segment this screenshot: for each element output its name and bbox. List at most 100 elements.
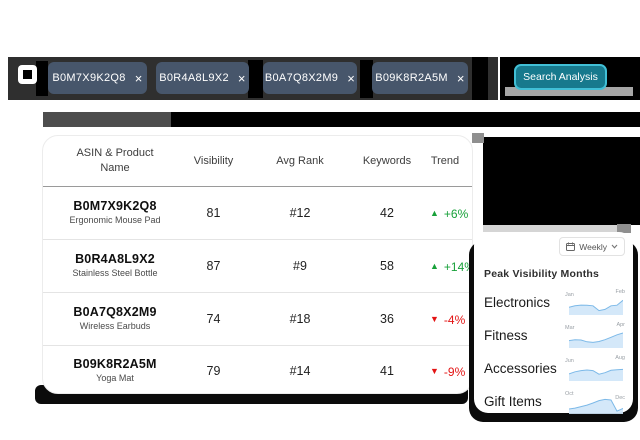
col-trend: Trend	[430, 154, 460, 167]
table-row: B0A7Q8X2M9 Wireless Earbuds 74 #18 36 ▼ …	[43, 293, 472, 346]
sparkline-chart: Oct Dec	[565, 388, 625, 415]
search-panel: Search Analysis	[500, 57, 640, 100]
sparkline-peak-month: Dec	[615, 395, 625, 401]
period-selector-row: Weekly	[484, 237, 625, 259]
asin-code: B0A7Q8X2M9	[73, 305, 157, 320]
category-label: Fitness	[484, 328, 528, 343]
sparkline-chart: Jun Aug	[565, 355, 625, 382]
asin-product-cell: B0M7X9K2Q8 Ergonomic Mouse Pad	[53, 199, 160, 227]
table-row: B09K8R2A5M Yoga Mat 79 #14 41 ▼ -9%	[43, 346, 472, 393]
close-icon[interactable]: ×	[134, 70, 143, 86]
trend-icon: ▼	[430, 314, 439, 325]
trend-cell: ▼ -4%	[430, 311, 472, 327]
close-icon[interactable]: ×	[456, 70, 465, 86]
section-strip-gray	[43, 112, 171, 127]
category-label: Accessories	[484, 361, 557, 376]
sparkline-peak-month: Feb	[615, 289, 625, 295]
category-row: Accessories Jun Aug	[484, 352, 625, 385]
asin-product-cell: B0R4A8L9X2 Stainless Steel Bottle	[56, 252, 157, 280]
trend-value: +14%	[443, 259, 473, 274]
visibility-value: 81	[206, 206, 221, 220]
calendar-icon	[566, 242, 576, 251]
trend-badge: ▲ +6%	[430, 207, 468, 221]
trend-badge: ▼ -4%	[430, 313, 465, 327]
sparkline-start-month: Jun	[565, 358, 574, 364]
logo-square-icon	[23, 70, 32, 79]
visibility-value: 79	[206, 364, 221, 378]
product-name: Stainless Steel Bottle	[72, 268, 158, 279]
backdrop-panel	[483, 137, 640, 225]
trend-cell: ▼ -9%	[430, 363, 472, 379]
trend-cell: ▲ +14%	[430, 258, 473, 274]
asin-product-cell: B09K8R2A5M Yoga Mat	[57, 357, 156, 385]
category-list: Electronics Jan Feb Fitness Mar Apr	[484, 286, 625, 418]
product-name: Wireless Earbuds	[79, 321, 151, 332]
asin-chip-label: B09K8R2A5M	[375, 72, 448, 84]
backdrop-corner-marker	[472, 133, 484, 143]
asin-chip-label: B0R4A8L9X2	[159, 72, 229, 84]
product-name: Ergonomic Mouse Pad	[69, 215, 161, 226]
visibility-value: 74	[206, 312, 221, 326]
logo-backdrop	[36, 61, 48, 96]
button-shadow	[505, 87, 633, 96]
keywords-value: 58	[380, 259, 394, 273]
backdrop-panel-shadow	[483, 225, 629, 232]
bar-end-divider	[472, 57, 488, 100]
backdrop-shadow-cap	[617, 224, 631, 233]
trend-cell: ▲ +6%	[430, 205, 472, 221]
sparkline-start-month: Jan	[565, 292, 574, 298]
avg-rank-value: #14	[289, 364, 311, 378]
sparkline-start-month: Oct	[565, 391, 574, 397]
asin-chip[interactable]: B09K8R2A5M ×	[372, 62, 468, 94]
category-row: Electronics Jan Feb	[484, 286, 625, 319]
avg-rank-value: #18	[289, 312, 311, 326]
table-row: B0R4A8L9X2 Stainless Steel Bottle 87 #9 …	[43, 240, 472, 293]
product-name: Yoga Mat	[96, 373, 134, 384]
asin-chip[interactable]: B0R4A8L9X2 ×	[156, 62, 249, 94]
asin-chip[interactable]: B0A7Q8X2M9 ×	[263, 62, 357, 94]
asin-chip[interactable]: B0M7X9K2Q8 ×	[48, 62, 147, 94]
asin-chip-label: B0M7X9K2Q8	[52, 72, 126, 84]
sparkline-chart: Jan Feb	[565, 289, 625, 316]
visibility-value: 87	[206, 259, 221, 273]
sparkline-start-month: Mar	[565, 325, 575, 331]
section-strip-black	[171, 112, 640, 127]
table-row: B0M7X9K2Q8 Ergonomic Mouse Pad 81 #12 42…	[43, 187, 472, 240]
asin-chip-list: B0M7X9K2Q8 × B0R4A8L9X2 × B0A7Q8X2M9 × B…	[8, 57, 498, 100]
period-dropdown[interactable]: Weekly	[559, 237, 625, 256]
search-analysis-button[interactable]: Search Analysis	[514, 64, 607, 90]
col-avg-rank: Avg Rank	[276, 154, 324, 167]
asin-chip-bar: B0M7X9K2Q8 × B0R4A8L9X2 × B0A7Q8X2M9 × B…	[8, 57, 498, 100]
asin-chip-label: B0A7Q8X2M9	[264, 72, 339, 84]
col-keywords: Keywords	[362, 154, 412, 167]
table-header-row: ASIN & Product Name Visibility Avg Rank …	[43, 136, 472, 187]
close-icon[interactable]: ×	[237, 70, 246, 86]
keywords-value: 36	[380, 312, 394, 326]
keywords-value: 41	[380, 364, 394, 378]
category-label: Electronics	[484, 295, 551, 310]
trend-icon: ▲	[430, 208, 439, 219]
sparkline-chart: Mar Apr	[565, 322, 625, 349]
asin-product-cell: B0A7Q8X2M9 Wireless Earbuds	[57, 305, 156, 333]
period-dropdown-label: Weekly	[579, 241, 607, 252]
chevron-down-icon	[611, 244, 618, 249]
sparkline-peak-month: Aug	[615, 355, 625, 361]
category-row: Fitness Mar Apr	[484, 319, 625, 352]
trend-badge: ▼ -9%	[430, 365, 465, 379]
sparkline-peak-month: Apr	[616, 322, 625, 328]
chip-divider	[248, 60, 263, 98]
trend-value: +6%	[443, 206, 469, 221]
close-icon[interactable]: ×	[347, 70, 356, 86]
peak-visibility-panel: Weekly Peak Visibility Months Electronic…	[474, 232, 633, 414]
app-logo-icon	[18, 65, 37, 84]
panel-title: Peak Visibility Months	[484, 268, 600, 280]
asin-code: B0R4A8L9X2	[75, 252, 155, 267]
trend-icon: ▼	[430, 366, 439, 377]
trend-icon: ▲	[430, 261, 439, 272]
asin-code: B09K8R2A5M	[73, 357, 157, 372]
keywords-value: 42	[380, 206, 394, 220]
asin-code: B0M7X9K2Q8	[73, 199, 157, 214]
avg-rank-value: #12	[289, 206, 311, 220]
category-row: Gift Items Oct Dec	[484, 385, 625, 418]
